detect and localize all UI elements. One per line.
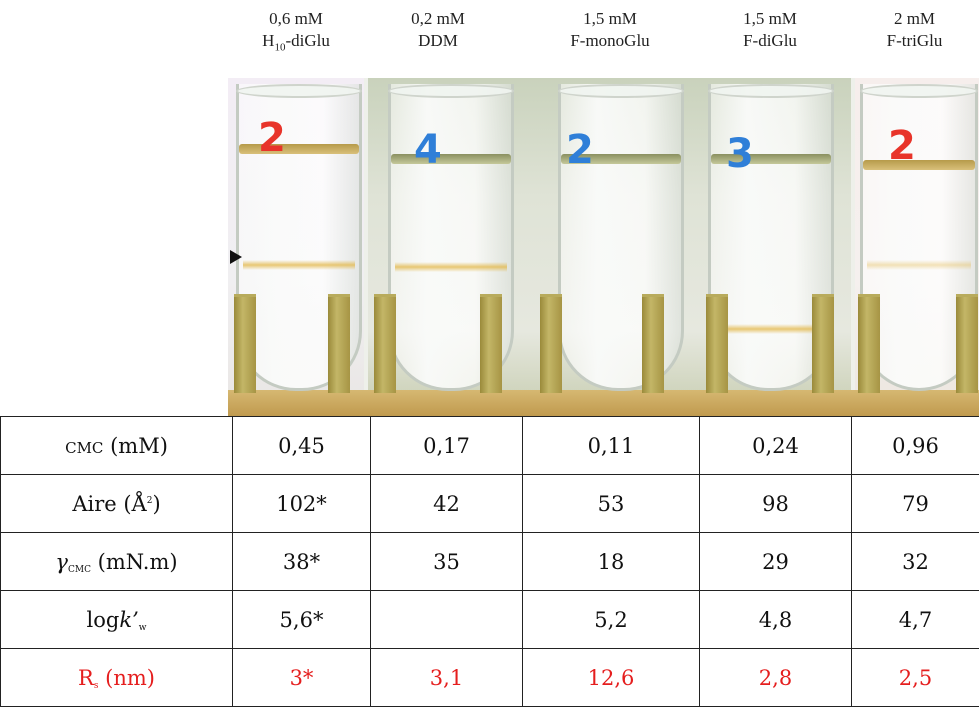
rack-post	[858, 294, 880, 393]
column-header-2: 0,2 mM DDM	[368, 8, 508, 52]
column-header-1: 0,6 mM H10-diGlu	[228, 8, 364, 58]
row-label-rs: Rs (nm)	[1, 649, 233, 707]
table-row-gamma: γCMC (mN.m) 38* 35 18 29 32	[1, 533, 979, 591]
rack-post	[480, 294, 502, 393]
row-label-aire: Aire (Å2)	[1, 475, 233, 533]
row-label-logk: logk’w	[1, 591, 233, 649]
table-row-aire: Aire (Å2) 102* 42 53 98 79	[1, 475, 979, 533]
table-row-rs: Rs (nm) 3* 3,1 12,6 2,8 2,5	[1, 649, 979, 707]
table-cell: 4,7	[852, 591, 979, 649]
table-cell: 42	[371, 475, 523, 533]
table-cell: 5,6*	[233, 591, 371, 649]
table-cell: 32	[852, 533, 979, 591]
test-tubes-photo: 2 4 2 3 2	[228, 78, 979, 416]
table-row-cmc: CMC (mM) 0,45 0,17 0,11 0,24 0,96	[1, 417, 979, 475]
rack-post	[328, 294, 350, 393]
table-cell: 98	[700, 475, 852, 533]
tube-1-band	[243, 260, 355, 270]
tube-4-band	[715, 324, 827, 334]
table-cell: 53	[523, 475, 700, 533]
table-cell: 18	[523, 533, 700, 591]
table-cell: 3,1	[371, 649, 523, 707]
table-cell: 0,24	[700, 417, 852, 475]
rack-post	[706, 294, 728, 393]
table-cell: 79	[852, 475, 979, 533]
table-cell	[371, 591, 523, 649]
table-cell: 38*	[233, 533, 371, 591]
tube-label-3: 2	[566, 130, 594, 170]
tube-2-band	[395, 262, 507, 272]
table-cell: 5,2	[523, 591, 700, 649]
table-cell: 0,45	[233, 417, 371, 475]
rack-post	[374, 294, 396, 393]
band-marker-arrow	[230, 250, 242, 264]
table-row-logk: logk’w 5,6* 5,2 4,8 4,7	[1, 591, 979, 649]
table-cell: 102*	[233, 475, 371, 533]
row-label-gamma: γCMC (mN.m)	[1, 533, 233, 591]
column-headers: 0,6 mM H10-diGlu 0,2 mM DDM 1,5 mM F-mon…	[0, 0, 979, 80]
tube-label-4: 3	[726, 134, 754, 174]
table-cell: 3*	[233, 649, 371, 707]
tube-label-1: 2	[258, 118, 286, 158]
table-cell: 0,96	[852, 417, 979, 475]
row-label-cmc: CMC (mM)	[1, 417, 233, 475]
column-header-5: 2 mM F-triGlu	[850, 8, 979, 52]
tube-5-band	[867, 260, 971, 270]
table-cell: 35	[371, 533, 523, 591]
rack-post	[642, 294, 664, 393]
table-cell: 0,17	[371, 417, 523, 475]
table-cell: 0,11	[523, 417, 700, 475]
table-cell: 12,6	[523, 649, 700, 707]
column-header-3: 1,5 mM F-monoGlu	[520, 8, 700, 52]
table-cell: 29	[700, 533, 852, 591]
rack-post	[956, 294, 978, 393]
table-cell: 2,5	[852, 649, 979, 707]
tube-label-2: 4	[414, 130, 442, 170]
column-header-4: 1,5 mM F-diGlu	[700, 8, 840, 52]
properties-table: CMC (mM) 0,45 0,17 0,11 0,24 0,96 Aire (…	[0, 416, 979, 707]
rack-post	[812, 294, 834, 393]
tube-rack-base	[228, 390, 979, 416]
table-cell: 2,8	[700, 649, 852, 707]
rack-post	[234, 294, 256, 393]
tube-label-5: 2	[888, 126, 916, 166]
table-cell: 4,8	[700, 591, 852, 649]
rack-post	[540, 294, 562, 393]
